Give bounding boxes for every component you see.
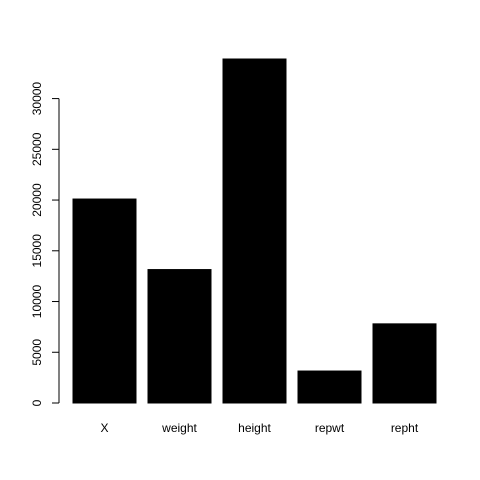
y-tick-label: 25000	[30, 132, 44, 166]
bar-x	[72, 198, 137, 404]
y-tick-label: 30000	[30, 82, 44, 116]
x-category-label: repht	[391, 421, 419, 435]
bar-repht	[372, 323, 437, 404]
x-category-label: height	[238, 421, 271, 435]
y-tick-label: 5000	[30, 339, 44, 366]
bar-weight	[147, 269, 212, 404]
bar-height	[222, 58, 287, 404]
x-category-label: repwt	[315, 421, 345, 435]
bars	[72, 58, 437, 404]
y-tick-label: 0	[30, 399, 44, 406]
y-tick-label: 15000	[30, 234, 44, 268]
y-tick-label: 10000	[30, 285, 44, 319]
x-category-label: X	[100, 421, 108, 435]
y-axis: 0 5000 10000 15000 20000 25000 30000	[30, 82, 60, 406]
y-tick-label: 20000	[30, 183, 44, 217]
bar-repwt	[297, 370, 362, 404]
x-category-label: weight	[161, 421, 197, 435]
